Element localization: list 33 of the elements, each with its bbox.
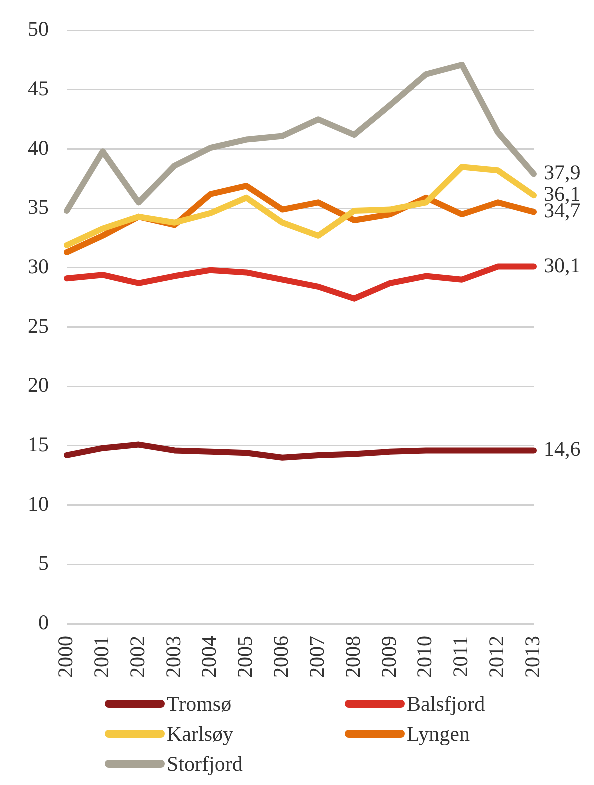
x-tick-label: 2006 (269, 636, 294, 678)
y-tick-label: 15 (28, 432, 49, 456)
x-tick-label: 2007 (304, 636, 329, 678)
x-tick-label: 2003 (161, 636, 186, 678)
x-tick-label: 2004 (197, 636, 222, 678)
x-tick-label: 2008 (340, 636, 365, 678)
y-tick-label: 25 (28, 314, 49, 338)
y-tick-label: 5 (38, 551, 49, 576)
x-tick-label: 2010 (412, 636, 437, 678)
data-label: 30,1 (544, 253, 581, 278)
y-tick-label: 10 (28, 492, 49, 516)
y-tick-label: 20 (28, 373, 49, 398)
y-tick-label: 35 (28, 195, 49, 220)
legend-label: Lyngen (407, 721, 470, 748)
x-tick-label: 2012 (484, 636, 509, 678)
legend-label: Storfjord (167, 751, 243, 778)
y-tick-label: 40 (28, 136, 49, 160)
x-tick-label: 2000 (54, 636, 78, 678)
data-label: 37,9 (544, 160, 581, 185)
x-tick-label: 2013 (520, 636, 545, 678)
y-tick-label: 30 (28, 254, 49, 278)
y-tick-label: 45 (28, 76, 49, 100)
legend-label: Karlsøy (167, 721, 234, 748)
legend-label: Balsfjord (407, 691, 486, 718)
legend-label: Tromsø (167, 691, 232, 718)
data-label: 14,6 (544, 437, 581, 462)
x-tick-label: 2011 (448, 636, 473, 678)
x-tick-label: 2001 (89, 636, 114, 678)
y-tick-label: 50 (28, 17, 49, 42)
x-tick-label: 2002 (125, 636, 150, 678)
x-tick-label: 2005 (233, 636, 258, 678)
y-tick-label: 0 (38, 610, 49, 635)
x-tick-label: 2009 (376, 636, 401, 678)
